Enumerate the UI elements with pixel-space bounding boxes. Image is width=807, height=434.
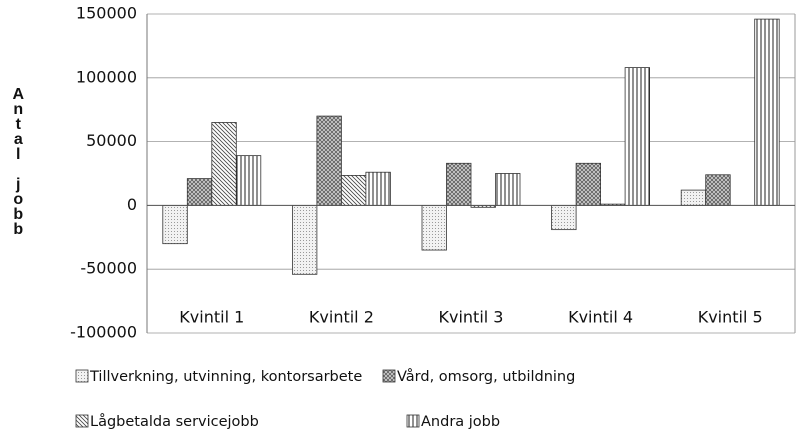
legend-swatch	[382, 369, 396, 383]
bar	[495, 173, 521, 206]
y-tick-label: 0	[127, 195, 137, 214]
bar	[235, 155, 262, 206]
y-axis-label: Antal jobb	[10, 86, 27, 236]
y-tick-label: 150000	[76, 4, 137, 23]
bar	[446, 162, 472, 206]
x-tick-label: Kvintil 1	[179, 308, 244, 327]
bar	[680, 189, 707, 206]
bar	[365, 171, 391, 206]
x-tick-label: Kvintil 3	[439, 308, 504, 327]
x-tick-label: Kvintil 5	[698, 308, 763, 327]
y-tick-label: -100000	[70, 323, 137, 342]
legend-swatch	[406, 414, 420, 428]
x-tick-label: Kvintil 2	[309, 308, 374, 327]
bar	[551, 204, 577, 231]
bar	[575, 162, 601, 206]
legend-label: Lågbetalda servicejobb	[90, 413, 259, 430]
bar	[291, 204, 318, 275]
x-tick-label: Kvintil 4	[568, 308, 633, 327]
bar	[705, 174, 731, 206]
bar	[186, 178, 213, 206]
bar	[162, 204, 188, 245]
legend-swatch	[75, 369, 89, 383]
y-tick-label: 100000	[76, 67, 137, 86]
bar	[624, 67, 650, 206]
bar	[340, 175, 367, 206]
legend-swatch	[75, 414, 89, 428]
bar	[754, 18, 780, 206]
legend-label: Tillverkning, utvinning, kontorsarbete	[89, 369, 362, 385]
bar	[316, 115, 342, 206]
bar	[211, 122, 237, 206]
legend-label: Vård, omsorg, utbildning	[397, 368, 575, 385]
y-tick-label: 50000	[86, 131, 137, 150]
bar	[421, 204, 447, 251]
y-tick-label: -50000	[80, 259, 137, 278]
legend-label: Andra jobb	[421, 414, 500, 430]
